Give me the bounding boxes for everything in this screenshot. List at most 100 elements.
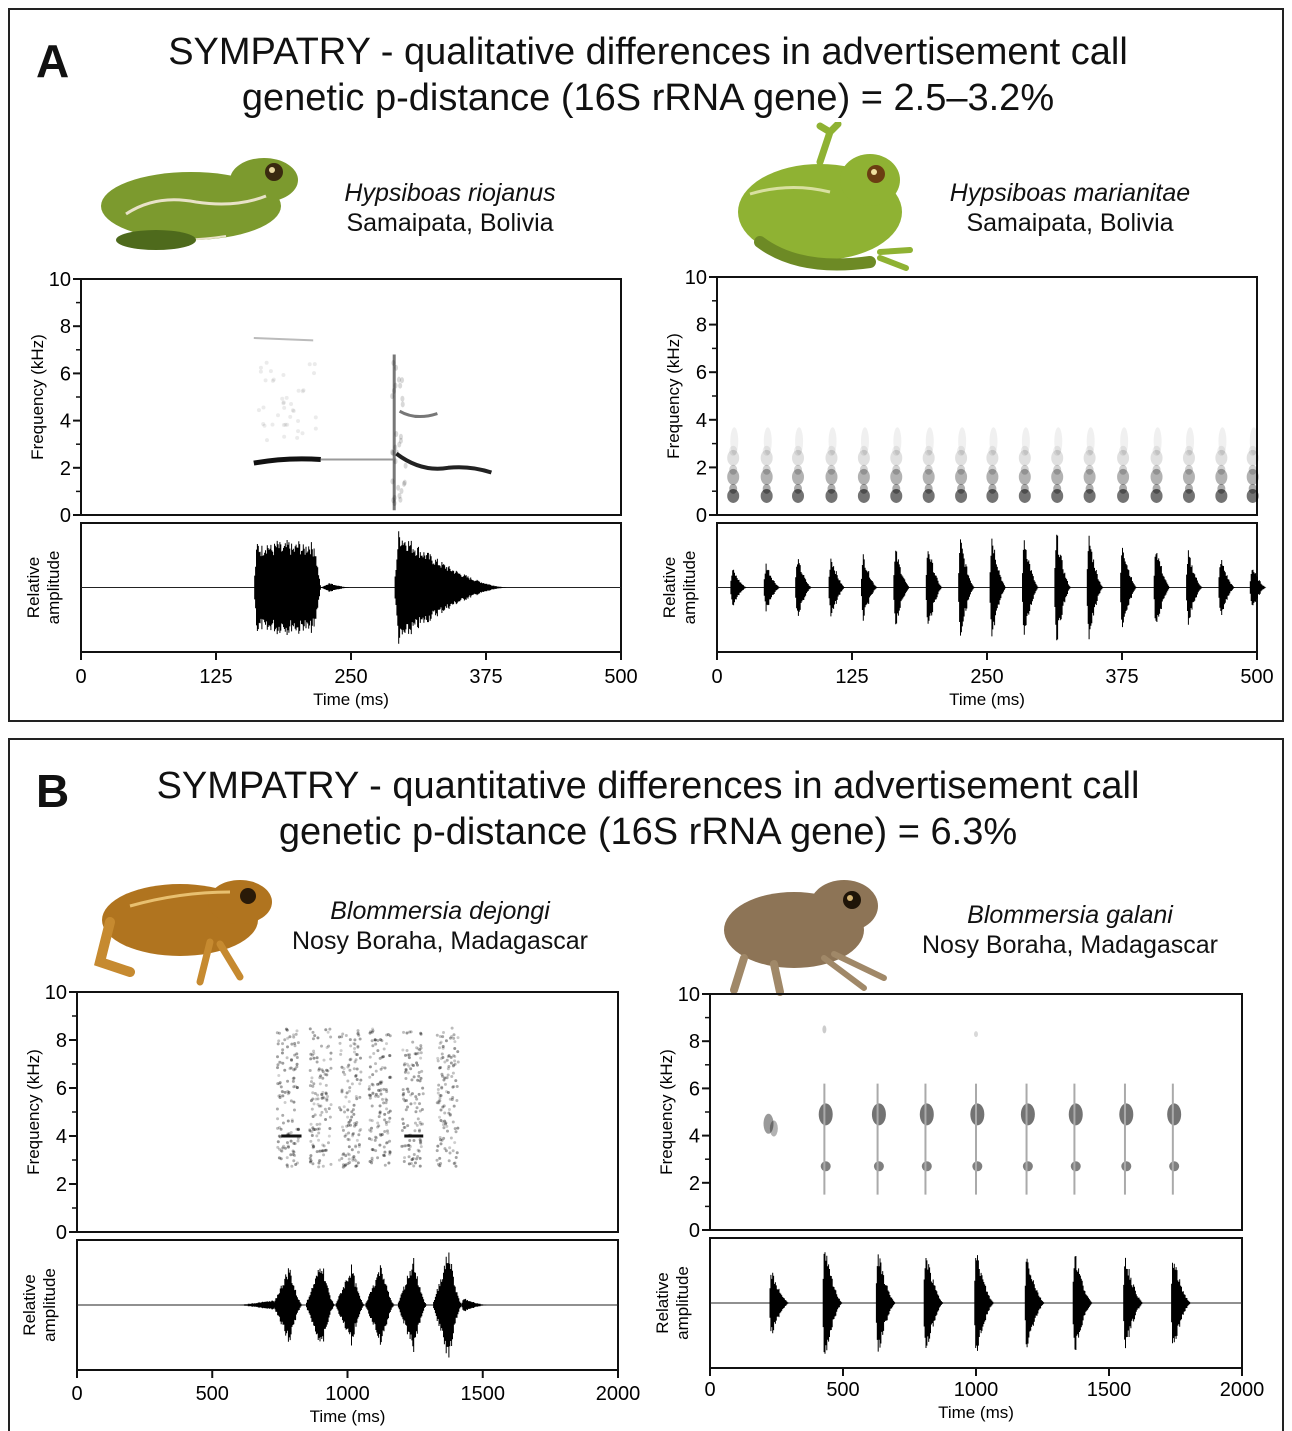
spectral-energy [439,1094,443,1098]
spectral-energy [317,1149,321,1153]
spectral-energy [258,365,263,370]
waveform-burst [1022,540,1039,635]
x-tick-label: 500 [826,1379,859,1401]
spectral-energy [294,1032,298,1036]
y-tick-label: 8 [60,316,71,338]
spectral-energy [445,1129,449,1133]
spectral-energy [316,1102,320,1106]
spectral-energy [318,1082,322,1086]
spectral-energy [456,1126,460,1130]
spectral-energy [444,1149,448,1153]
spectral-energy [451,1085,455,1089]
spectral-energy [402,1030,406,1034]
spectrogram-frame [76,991,619,1233]
spectral-energy [329,1066,333,1070]
spectral-energy [418,1140,422,1144]
panel-subtitle: genetic p-distance (16S rRNA gene) = 2.5… [241,77,1055,119]
spectral-energy [381,1097,385,1101]
spectral-energy [307,362,312,367]
waveform-burst [730,569,747,606]
spectral-energy [348,1161,352,1165]
spectral-energy [407,1056,411,1060]
spectral-energy [453,1040,457,1044]
spectral-energy [346,1065,350,1069]
spectral-energy [412,1164,416,1168]
spectral-energy [283,1038,287,1042]
spectral-energy [922,488,935,503]
spectral-energy [412,1138,416,1142]
chart-a-right: 0 2 4 6 8 10 0 125 250 375 500 Time (ms) Frequency (… [660,267,1274,709]
y-tick-label: 8 [696,315,707,337]
spectral-energy [288,1035,292,1039]
spectral-energy [281,1121,285,1125]
y-axis-label: Frequency (kHz) [28,334,47,460]
spectral-energy [436,1144,440,1148]
spectral-energy [435,1149,439,1153]
waveform-burst [769,1272,790,1334]
spectral-energy [1248,445,1257,456]
spectral-energy [321,1143,325,1147]
spectral-energy [369,1030,373,1034]
spectral-energy [374,1042,378,1046]
panel-letter: A [36,35,70,87]
amplitude-label: amplitude [44,551,63,625]
y-tick-label: 6 [689,1078,700,1100]
spectral-energy [295,1062,299,1066]
spectral-energy [315,1060,319,1064]
spectral-energy [317,1161,321,1165]
spectral-energy [1053,445,1062,456]
spectral-energy [290,1118,294,1122]
spectral-energy [319,1104,323,1108]
spectral-energy [358,1129,362,1133]
spectral-energy [289,1139,293,1143]
amplitude-label: Relative [20,1274,39,1335]
spectral-energy [1121,1161,1132,1172]
x-tick-label: 500 [196,1383,229,1405]
spectral-energy [1022,1161,1033,1172]
species-label: Blommersia dejongi Nosy Boraha, Madagasc… [240,896,640,956]
spectral-energy [385,1129,389,1133]
spectral-energy [341,1163,345,1167]
spectral-energy [355,1077,359,1081]
spectral-energy [892,483,901,494]
spectral-energy [354,1074,358,1078]
spectral-energy [1186,427,1195,456]
spectral-energy [440,1138,444,1142]
spectral-energy [420,1107,424,1111]
spectral-energy [352,1067,356,1071]
spectral-energy [325,1046,329,1050]
spectral-energy [301,388,306,393]
spectral-energy [285,1141,289,1145]
spectral-energy [760,488,773,503]
spectral-energy [438,1164,442,1168]
spectral-energy [394,364,399,371]
spectral-energy [1150,449,1163,466]
spectral-energy [352,1155,356,1159]
spectral-energy [1169,1161,1180,1172]
spectral-energy [1215,468,1228,485]
spectral-energy [322,1096,326,1100]
spectral-energy [921,1161,932,1172]
spectral-energy [295,1161,299,1165]
spectral-energy [413,1161,417,1165]
spectral-energy [355,1067,359,1071]
spectral-energy [873,1161,884,1172]
spectral-energy [287,1090,291,1094]
spectral-energy [411,1157,415,1161]
spectral-energy [296,1136,300,1140]
spectral-energy [312,362,317,367]
spectral-energy [1150,488,1163,503]
spectral-energy [353,1047,357,1051]
spectral-energy [311,1146,315,1150]
x-tick-label: 500 [604,666,637,688]
spectral-energy [289,401,294,406]
spectral-energy [384,1123,388,1127]
spectral-energy [727,449,740,466]
spectral-energy [439,1108,443,1112]
spectral-energy [276,1117,280,1121]
spectral-energy [346,1152,350,1156]
spectral-energy [404,1144,408,1148]
spectral-energy [388,1152,392,1156]
spectral-energy [354,1073,358,1077]
spectral-energy [317,1165,321,1169]
